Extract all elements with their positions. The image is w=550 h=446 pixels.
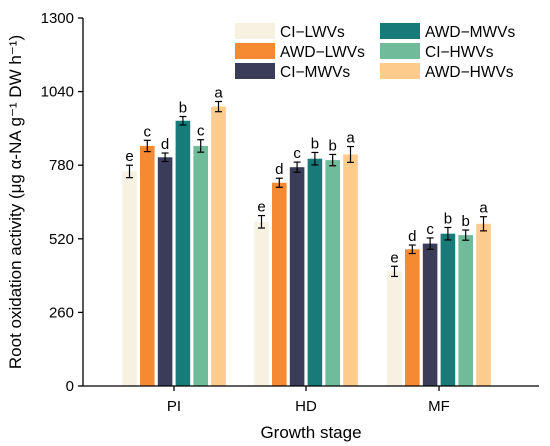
error-bar-hd-1 <box>258 214 265 229</box>
legend: CI−LWVs AWD−LWVs CI−MWVs AWD−MWVs CI−HWVs AWD… <box>235 23 516 81</box>
error-bar-mf-5 <box>462 229 470 241</box>
significance-letter-hd-5: b <box>329 137 337 154</box>
legend-entry-1: CI−LWVs <box>235 23 345 41</box>
x-tick-label-mf: MF <box>428 398 450 415</box>
significance-letter-pi-5: c <box>197 123 205 140</box>
significance-letter-pi-1: e <box>125 148 133 165</box>
bar-pi-4 <box>175 120 191 386</box>
legend-label: CI−LWVs <box>280 24 345 41</box>
bar-pi-3 <box>157 157 173 386</box>
significance-letter-pi-2: c <box>144 123 152 140</box>
error-bar-hd-3 <box>293 161 301 173</box>
significance-letter-hd-3: c <box>293 145 301 162</box>
bar-hd-5 <box>325 160 340 386</box>
significance-letter-mf-1: e <box>390 249 398 266</box>
y-tick-label: 0 <box>66 378 74 395</box>
bar-mf-6 <box>476 223 491 386</box>
y-tick-label: 1040 <box>41 84 74 101</box>
legend-entry-6: AWD−HWVs <box>380 63 514 81</box>
error-bar-pi-5 <box>197 139 205 153</box>
error-bar-hd-5 <box>329 153 337 167</box>
y-tick-label: 520 <box>49 231 74 248</box>
legend-entry-2: AWD−LWVs <box>235 43 365 61</box>
significance-letter-mf-3: c <box>426 221 434 238</box>
legend-entry-4: AWD−MWVs <box>380 23 516 41</box>
bar-pi-6 <box>211 106 226 386</box>
bar-mf-1 <box>387 271 402 386</box>
x-tick-label-pi: PI <box>167 398 181 415</box>
legend-swatch <box>235 23 275 39</box>
error-bar-pi-6 <box>215 100 222 113</box>
significance-letter-mf-5: b <box>462 213 470 230</box>
axes: 0 260 520 780 1040 1300 PI HD MF Growth stage Root… <box>6 10 539 442</box>
legend-entry-5: CI−HWVs <box>380 43 494 61</box>
significance-letter-pi-3: d <box>161 136 169 153</box>
significance-letter-mf-2: d <box>408 228 416 245</box>
bar-hd-3 <box>289 167 305 386</box>
y-tick-label: 780 <box>49 157 74 174</box>
legend-label: CI−HWVs <box>425 44 494 61</box>
significance-letter-mf-6: a <box>479 200 488 217</box>
legend-swatch <box>380 63 420 79</box>
y-tick-label: 260 <box>49 304 74 321</box>
error-bar-mf-2 <box>408 244 416 255</box>
bar-mf-5 <box>458 235 473 386</box>
significance-letter-hd-2: d <box>275 161 283 178</box>
error-bar-hd-4 <box>311 151 319 166</box>
legend-label: AWD−HWVs <box>425 64 514 81</box>
error-bar-pi-2 <box>143 139 151 153</box>
legend-swatch <box>380 23 420 39</box>
bar-pi-5 <box>193 145 208 386</box>
bar-pi-1 <box>122 171 137 386</box>
legend-label: AWD−MWVs <box>425 24 516 41</box>
significance-letter-hd-4: b <box>311 135 319 152</box>
y-axis-title: Root oxidation activity (μg α-NA g⁻¹ DW … <box>6 35 25 369</box>
x-tick-label-hd: HD <box>295 398 317 415</box>
significance-letter-hd-1: e <box>257 199 265 216</box>
error-bar-mf-4 <box>444 226 452 241</box>
error-bar-mf-6 <box>480 216 487 232</box>
legend-label: CI−MWVs <box>280 64 350 81</box>
legend-swatch <box>235 63 275 79</box>
bar-hd-2 <box>272 182 287 386</box>
error-bar-mf-1 <box>391 265 398 278</box>
bar-hd-4 <box>307 158 323 386</box>
bar-mf-2 <box>405 249 420 386</box>
significance-letter-pi-4: b <box>179 100 187 117</box>
error-bar-pi-3 <box>161 152 169 163</box>
error-bar-hd-6 <box>347 145 354 163</box>
legend-swatch <box>380 43 420 59</box>
bar-mf-4 <box>440 233 456 386</box>
bar-pi-2 <box>140 145 155 386</box>
error-bar-pi-4 <box>179 115 187 126</box>
legend-entry-3: CI−MWVs <box>235 63 350 81</box>
legend-label: AWD−LWVs <box>280 44 365 61</box>
significance-letter-pi-6: a <box>214 85 223 102</box>
x-axis-title: Growth stage <box>260 423 361 442</box>
error-bar-pi-1 <box>126 164 133 179</box>
significance-letter-hd-6: a <box>346 130 355 147</box>
bar-hd-6 <box>343 154 358 386</box>
y-tick-label: 1300 <box>41 10 74 27</box>
error-bar-hd-2 <box>275 177 283 188</box>
significance-letter-mf-4: b <box>444 210 452 227</box>
bar-mf-3 <box>422 243 438 386</box>
bar-hd-1 <box>254 221 269 386</box>
legend-swatch <box>235 43 275 59</box>
error-bar-mf-3 <box>426 237 434 250</box>
